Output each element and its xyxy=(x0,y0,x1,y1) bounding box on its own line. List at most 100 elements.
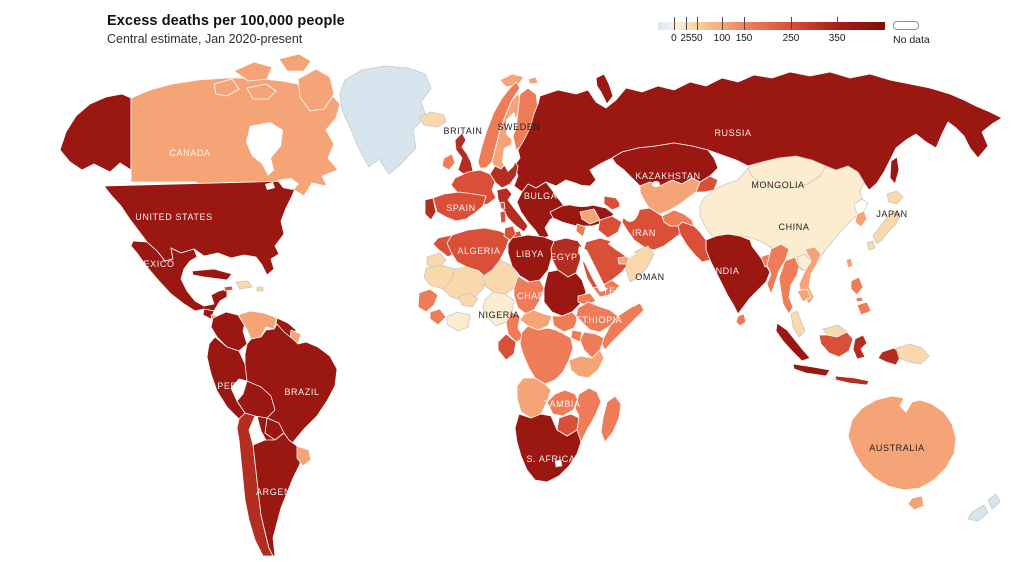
country-label: SPAIN xyxy=(446,203,475,213)
legend-no-data-swatch xyxy=(893,21,919,30)
country-south-sudan xyxy=(551,311,579,333)
country-britain xyxy=(454,132,474,176)
country-label: PERU xyxy=(217,381,244,391)
country-greenland xyxy=(339,65,432,175)
country-ireland xyxy=(441,153,456,171)
country-label: KAZAKHSTAN xyxy=(635,171,700,181)
country-philippines xyxy=(850,276,864,296)
country-label: MEXICO xyxy=(135,259,174,269)
red-sea xyxy=(578,246,607,292)
legend-no-data: No data xyxy=(893,21,930,46)
country-mexico xyxy=(130,240,228,312)
persian-gulf xyxy=(608,240,636,258)
country-portugal xyxy=(424,197,437,221)
country-west-papua xyxy=(877,347,903,366)
country-sardinia xyxy=(499,210,507,224)
country-new-zealand xyxy=(987,493,1001,510)
country-ivory-ghana xyxy=(445,311,471,332)
country-labels: CANADA UNITED STATES MEXICO PERU BRAZIL ARGEN… xyxy=(135,122,924,497)
country-lesotho xyxy=(554,459,563,468)
country-japan xyxy=(866,240,876,251)
country-label: EGYPT xyxy=(550,252,584,262)
country-label: YEMEN xyxy=(602,286,637,296)
country-myanmar xyxy=(766,243,790,295)
country-label: BULGARIA xyxy=(524,191,574,201)
country-venezuela xyxy=(237,310,278,340)
country-pakistan xyxy=(677,221,711,263)
country-sakhalin xyxy=(889,156,900,185)
black-sea xyxy=(560,185,604,207)
legend-no-data-label: No data xyxy=(893,34,930,46)
country-australia xyxy=(847,395,957,491)
header: Excess deaths per 100,000 people Central… xyxy=(107,13,345,46)
country-arctic-island xyxy=(233,61,273,82)
country-iceland xyxy=(418,111,447,128)
country-new-zealand xyxy=(967,504,989,522)
country-north-korea xyxy=(853,198,869,215)
country-norway xyxy=(477,81,521,169)
caspian-sea xyxy=(619,178,641,222)
hudson-bay xyxy=(246,122,283,176)
country-southern-africa xyxy=(514,413,582,483)
country-java xyxy=(792,363,831,377)
country-tasmania xyxy=(907,495,925,511)
page-title: Excess deaths per 100,000 people xyxy=(107,13,345,29)
country-label: INDIA xyxy=(712,266,739,276)
country-philippines xyxy=(855,296,864,303)
country-uruguay xyxy=(296,445,312,467)
country-senegal-guinea xyxy=(417,288,439,313)
country-burkina xyxy=(457,292,479,308)
country-sudan xyxy=(543,269,587,317)
country-label: SWEDEN xyxy=(497,122,540,132)
country-sri-lanka xyxy=(735,313,747,327)
country-cambodia xyxy=(796,288,812,303)
country-india xyxy=(705,233,771,315)
country-iran xyxy=(621,207,681,251)
country-south-korea xyxy=(854,210,868,228)
country-alaska xyxy=(59,93,132,173)
country-japan xyxy=(886,190,904,205)
country-japan xyxy=(872,210,902,245)
page-subtitle: Central estimate, Jan 2020-present xyxy=(107,32,303,46)
country-label: NIGERIA xyxy=(478,310,519,320)
country-bolivia xyxy=(236,380,276,419)
country-puerto-rico xyxy=(256,286,264,292)
great-lakes-1 xyxy=(277,178,299,190)
country-svalbard xyxy=(499,73,525,88)
country-label: UNITED STATES xyxy=(135,212,212,222)
country-syria xyxy=(579,208,601,225)
country-label: AUSTRALIA xyxy=(869,443,924,453)
country-svalbard xyxy=(527,76,539,85)
country-central-african-republic xyxy=(519,309,553,331)
country-label: BRITAIN xyxy=(443,126,482,136)
country-label: S. AFRICA xyxy=(527,454,576,464)
country-label: ALGERIA xyxy=(457,246,500,256)
country-sulawesi xyxy=(852,334,868,360)
aral-sea xyxy=(652,181,660,187)
country-philippines xyxy=(856,301,872,316)
country-label: OMAN xyxy=(635,272,664,282)
baltic-sea-1 xyxy=(502,144,518,172)
country-tanzania xyxy=(568,349,605,379)
great-lakes-2 xyxy=(265,182,275,190)
country-label: CANADA xyxy=(169,148,210,158)
country-sumatra xyxy=(775,322,811,362)
country-caucasus xyxy=(603,195,623,211)
country-label: MONGOLIA xyxy=(751,180,804,190)
country-corsica xyxy=(499,201,506,210)
country-jordan-israel xyxy=(575,223,587,238)
country-baffin-island xyxy=(297,68,335,112)
country-lesser-sunda xyxy=(834,375,870,386)
country-iraq xyxy=(597,215,623,239)
country-novaya-zemlya xyxy=(595,73,614,105)
country-label: IRAN xyxy=(632,228,656,238)
country-jamaica xyxy=(223,285,234,292)
country-cuba xyxy=(191,268,233,281)
country-tunisia xyxy=(503,225,517,241)
country-sierra-leone-liberia xyxy=(429,308,447,326)
country-label: BRAZIL xyxy=(284,387,319,397)
country-central-asia xyxy=(639,177,701,215)
country-label: ETHIOPIA xyxy=(576,315,623,325)
country-congo-gabon xyxy=(497,333,517,361)
